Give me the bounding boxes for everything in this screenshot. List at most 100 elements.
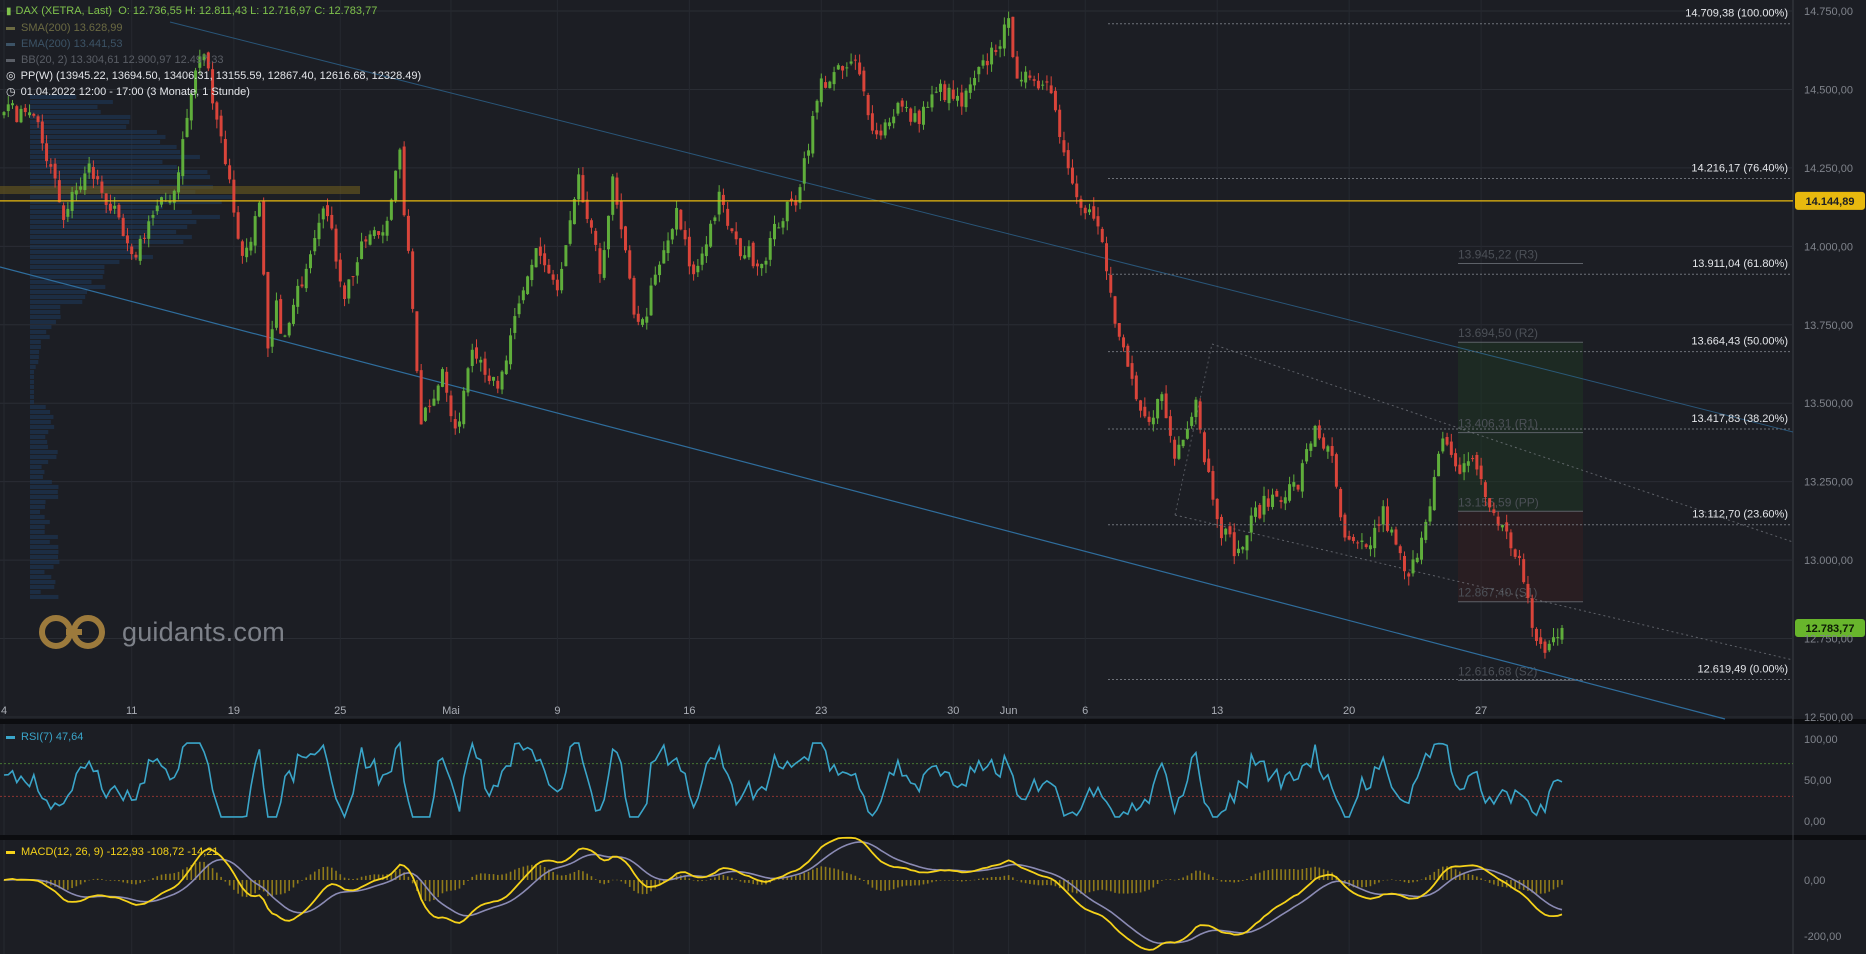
candle <box>1403 551 1406 580</box>
candle-body <box>611 176 615 215</box>
volume-profile-bar <box>30 465 42 469</box>
candle <box>581 167 585 203</box>
legend-instrument[interactable]: ▮ DAX (XETRA, Last) O: 12.736,55 H: 12.81… <box>6 3 421 20</box>
candle-body <box>1173 439 1177 459</box>
candle-body <box>632 277 636 315</box>
volume-profile-bar <box>30 570 45 574</box>
bb-swatch <box>6 58 15 62</box>
candle <box>117 202 121 220</box>
price-tick-label: 14.750,00 <box>1804 6 1853 18</box>
candle <box>185 108 189 138</box>
pivot-label: PP(W) (13945.22, 13694.50, 13406.31, 131… <box>20 70 422 82</box>
volume-profile-bar <box>30 265 105 269</box>
candle <box>198 49 202 76</box>
candle-body <box>598 248 602 275</box>
legend-range[interactable]: ◷ 01.04.2022 12:00 - 17:00 (3 Monate, 1 S… <box>6 84 421 100</box>
candle <box>1122 334 1126 352</box>
macd-histogram-bar <box>382 874 384 880</box>
macd-histogram-bar <box>978 878 980 880</box>
candle-body <box>317 222 321 240</box>
candle <box>1296 484 1300 492</box>
macd-histogram-bar <box>3 880 5 881</box>
pivot-label: 13.155,59 (PP) <box>1458 495 1539 509</box>
candle <box>853 54 857 70</box>
volume-profile-bar <box>30 485 59 489</box>
candle-body <box>487 375 491 382</box>
macd-histogram-bar <box>1050 880 1052 886</box>
legend-sma[interactable]: SMA(200) 13.628,99 <box>6 20 421 36</box>
volume-profile-bar <box>30 360 39 364</box>
volume-profile-bar <box>30 335 50 339</box>
legend-ema[interactable]: EMA(200) 13.441,53 <box>6 36 421 52</box>
candle <box>1305 443 1309 464</box>
macd-histogram-bar <box>441 880 444 894</box>
candle-body <box>151 214 155 218</box>
macd-histogram-bar <box>569 873 571 880</box>
candle-body <box>709 223 713 247</box>
candle-body <box>381 232 385 236</box>
candle <box>1066 142 1070 175</box>
volume-profile-bar <box>30 545 59 549</box>
macd-histogram-bar <box>88 879 90 881</box>
candle-body <box>1224 528 1228 535</box>
macd-histogram-bar <box>1092 880 1095 892</box>
macd-histogram-bar <box>1424 877 1427 880</box>
macd-histogram-bar <box>709 878 712 880</box>
candle-body <box>466 368 470 393</box>
macd-histogram-bar <box>377 874 380 880</box>
candle-body <box>1449 441 1453 455</box>
macd-histogram-bar <box>450 880 452 891</box>
trend-line-lower <box>0 266 1726 720</box>
candle-body <box>1271 494 1275 507</box>
pivot-label: 13.694,50 (R2) <box>1458 326 1538 340</box>
rsi-panel[interactable] <box>0 740 1793 820</box>
candle-body <box>1045 81 1049 83</box>
macd-panel[interactable] <box>3 836 1563 951</box>
target-icon: ◎ <box>6 70 16 82</box>
volume-profile-bar <box>30 550 59 554</box>
candle-body <box>1471 458 1475 460</box>
macd-histogram-bar <box>684 876 686 880</box>
candle <box>1156 398 1160 424</box>
candle-body <box>730 228 734 232</box>
candle-body <box>257 202 261 217</box>
time-tick-label: 19 <box>228 705 240 717</box>
candle-body <box>1517 555 1521 558</box>
volume-profile-bar <box>30 290 88 294</box>
candle <box>845 62 849 77</box>
candle <box>802 151 806 191</box>
macd-histogram-bar <box>1284 869 1287 880</box>
macd-histogram-bar <box>437 880 439 898</box>
macd-histogram-bar <box>1114 880 1116 893</box>
macd-histogram-bar <box>531 864 533 880</box>
candle <box>1351 534 1355 544</box>
candle-body <box>296 285 300 307</box>
macd-histogram-bar <box>1173 879 1176 881</box>
candle <box>645 307 649 330</box>
candle-body <box>449 395 453 417</box>
candle <box>402 141 406 217</box>
candle <box>709 220 713 248</box>
rsi-legend[interactable]: RSI(7) 47,64 <box>6 729 83 745</box>
macd-legend[interactable]: MACD(12, 26, 9) -122,93 -108,72 -14,21 <box>6 844 219 860</box>
rsi-line <box>3 740 1563 820</box>
candlestick-series[interactable] <box>2 11 1564 659</box>
macd-histogram-bar <box>309 874 312 880</box>
macd-histogram-bar <box>1237 880 1240 882</box>
candle-body <box>300 284 304 287</box>
candle-body <box>504 360 508 375</box>
candle <box>428 399 432 413</box>
macd-histogram-bar <box>199 861 201 880</box>
candle-body <box>1288 484 1292 501</box>
legend-bb[interactable]: BB(20, 2) 13.304,61 12.900,97 12.497,33 <box>6 52 421 68</box>
candle <box>406 209 410 254</box>
legend-pivot[interactable]: ◎ PP(W) (13945.22, 13694.50, 13406.31, 13… <box>6 68 421 84</box>
candle-body <box>734 231 738 240</box>
candle-body <box>249 241 253 251</box>
candle <box>1075 175 1079 204</box>
candle <box>777 222 781 229</box>
candle <box>1177 436 1181 461</box>
guidants-logo[interactable]: guidants.com <box>38 612 285 652</box>
level-tag-label: 14.144,89 <box>1806 196 1855 208</box>
